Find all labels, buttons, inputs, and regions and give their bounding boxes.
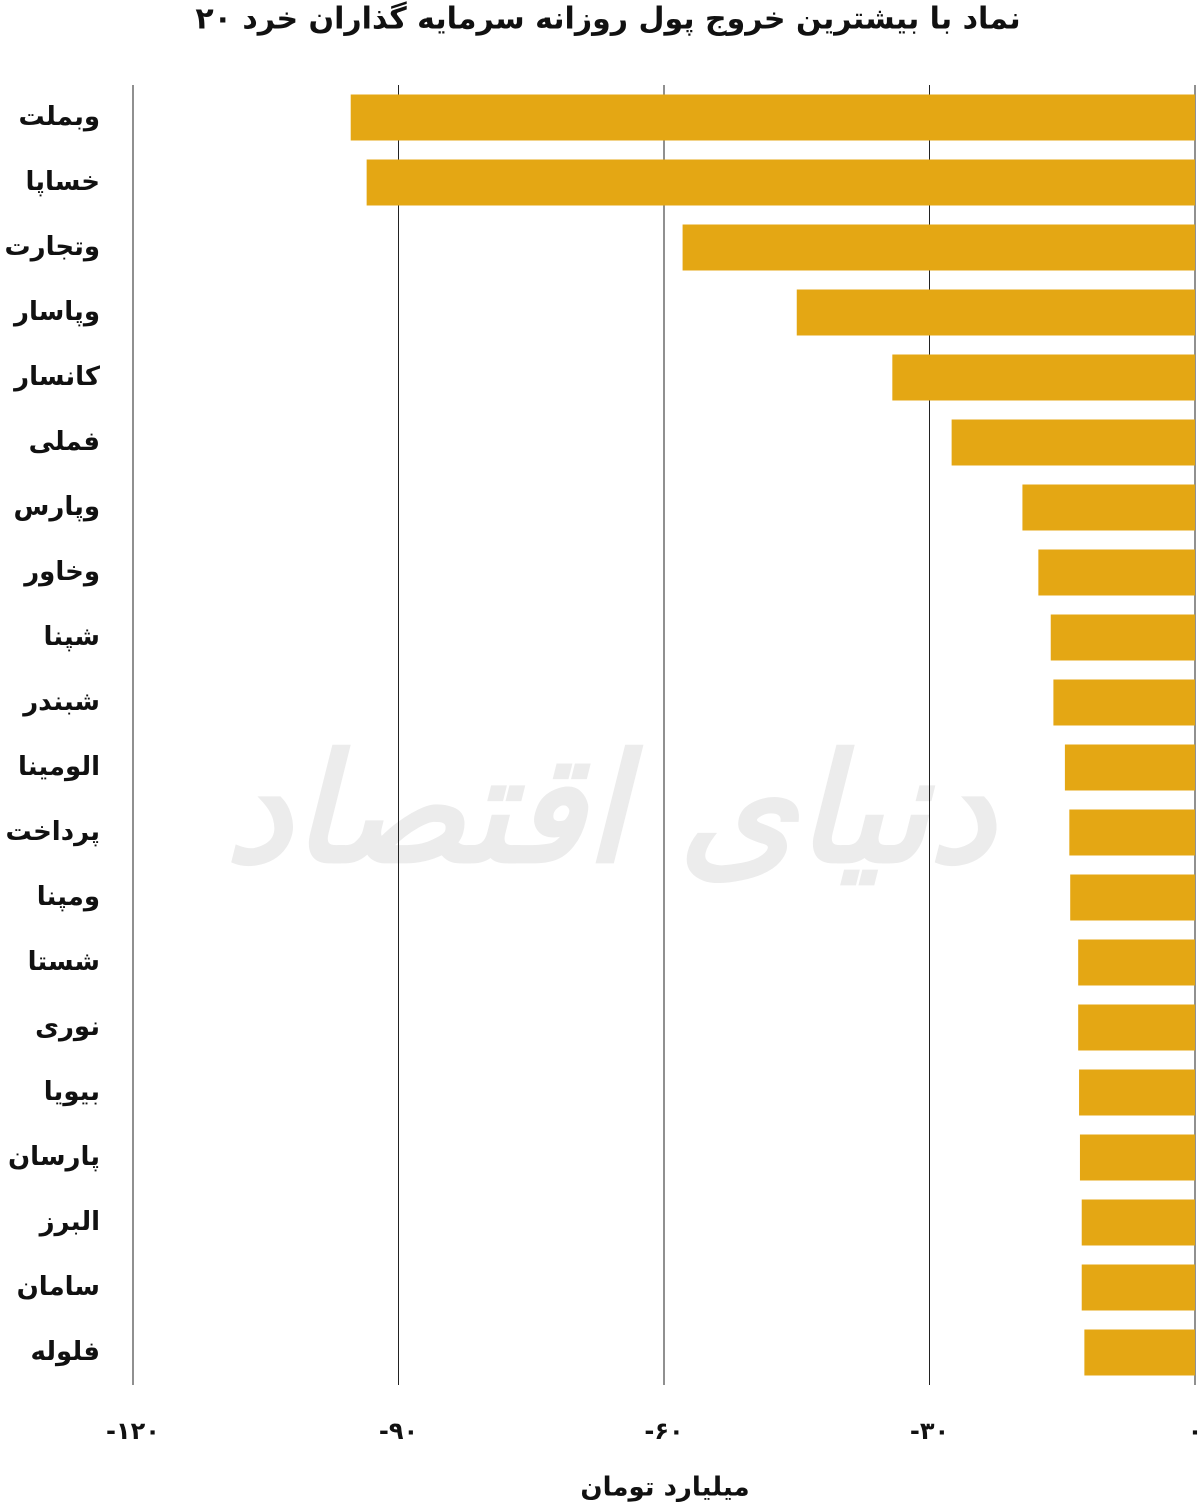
bar [1078,939,1195,986]
y-tick-label: فملی [29,427,100,457]
y-tick-label: کانسار [12,362,101,392]
x-tick-label: ۰ [1188,1417,1200,1445]
y-tick-label: ومپنا [37,882,100,912]
bar [1064,744,1195,791]
bar [1079,1134,1195,1181]
y-tick-label: فلوله [31,1337,100,1367]
y-tick-label: خساپا [26,167,100,197]
y-tick-label: البرز [38,1207,100,1237]
x-tick-label: -۶۰ [644,1417,683,1445]
y-tick-label: وخاور [22,557,100,587]
y-tick-label: سامان [17,1272,100,1302]
x-axis-label: میلیارد تومان [580,1473,749,1503]
bar [1084,1329,1195,1376]
y-tick-label: نوری [35,1012,100,1042]
y-tick-label: وتجارت [4,232,100,262]
bar [951,419,1195,466]
bar [1070,874,1195,921]
chart-title: ۲۰ نماد با بیشترین خروج پول روزانه سرمای… [195,1,1020,37]
x-tick-label: -۳۰ [910,1417,949,1445]
bar [1081,1199,1195,1246]
y-tick-label: وبملت [19,102,101,132]
bar [1069,809,1195,856]
bar [1081,1264,1195,1311]
x-tick-label: -۱۲۰ [106,1417,160,1445]
bar [350,94,1196,141]
bar [1022,484,1195,531]
y-tick-label: شبندر [21,687,100,717]
bar [1050,614,1195,661]
y-tick-label: الومینا [18,752,100,782]
y-tick-label: پارسان [8,1142,100,1172]
bar [1079,1069,1195,1116]
bar [892,354,1195,401]
bar [366,159,1195,206]
bar [796,289,1195,336]
y-tick-label: وپاسار [12,297,100,327]
y-tick-label: شپنا [43,622,100,652]
bar [1038,549,1195,596]
bar [1078,1004,1195,1051]
y-tick-label: شستا [28,947,100,977]
watermark: دنیای اقتصاد [225,723,999,897]
x-tick-label: -۹۰ [379,1417,418,1445]
y-tick-label: پرداخت [6,817,100,847]
y-tick-label: بیویا [44,1077,100,1107]
bar [1053,679,1195,726]
bar [682,224,1195,271]
y-tick-label: وپارس [13,492,100,522]
